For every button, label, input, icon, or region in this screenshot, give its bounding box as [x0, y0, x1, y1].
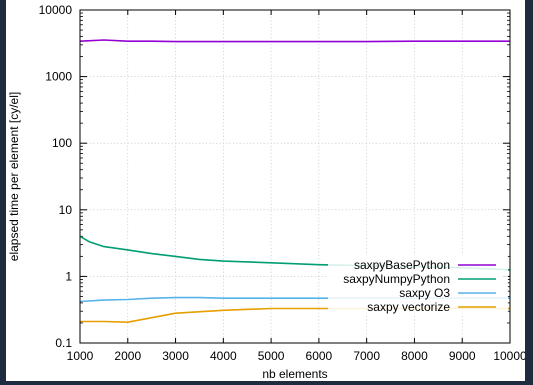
legend-label: saxpyBasePython [354, 258, 450, 272]
y-tick-labels: 0.1 1 10 100 1000 10000 [39, 3, 73, 350]
chart-figure: 1000 2000 3000 4000 5000 6000 7000 8000 9000 1000… [6, 0, 525, 381]
x-tick-label: 6000 [306, 349, 333, 363]
line-chart: 1000 2000 3000 4000 5000 6000 7000 8000 9000 1000… [7, 3, 525, 381]
y-tick-label: 10 [59, 203, 73, 217]
x-tick-label: 1000 [67, 349, 94, 363]
y-tick-label: 1 [65, 269, 72, 283]
legend-label: saxpy vectorize [367, 300, 450, 314]
x-tick-label: 4000 [210, 349, 237, 363]
y-axis-label: elapsed time per element [cy/el] [7, 92, 21, 261]
x-tick-label: 9000 [449, 349, 476, 363]
x-tick-label: 3000 [162, 349, 189, 363]
x-axis-label: nb elements [262, 367, 327, 381]
grid-lines [80, 10, 510, 343]
x-tick-label: 5000 [258, 349, 285, 363]
x-tick-labels: 1000 2000 3000 4000 5000 6000 7000 8000 9000 1000… [67, 349, 525, 363]
x-tick-label: 7000 [353, 349, 380, 363]
legend-label: saxpy O3 [399, 286, 450, 300]
x-tick-label: 8000 [401, 349, 428, 363]
y-tick-label: 0.1 [55, 336, 72, 350]
series-line [79, 39, 510, 43]
legend-label: saxpyNumpyPython [343, 272, 450, 286]
x-tick-label: 10000 [493, 349, 525, 363]
y-tick-label: 100 [52, 136, 72, 150]
x-tick-label: 2000 [114, 349, 141, 363]
y-tick-label: 1000 [45, 70, 72, 84]
plot-frame [79, 9, 511, 344]
y-tick-label: 10000 [39, 3, 73, 17]
